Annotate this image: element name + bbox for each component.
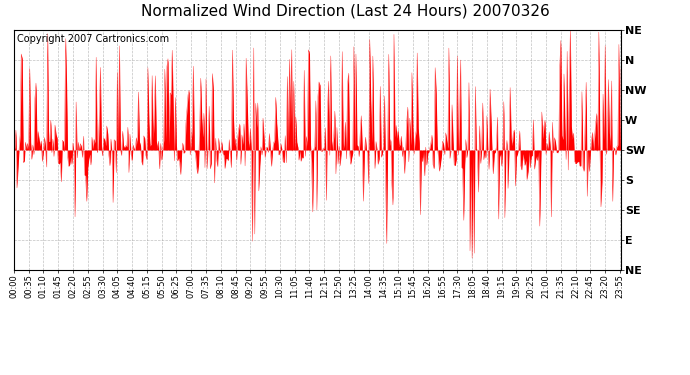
Text: Normalized Wind Direction (Last 24 Hours) 20070326: Normalized Wind Direction (Last 24 Hours…	[141, 4, 549, 19]
Text: Copyright 2007 Cartronics.com: Copyright 2007 Cartronics.com	[17, 34, 169, 44]
